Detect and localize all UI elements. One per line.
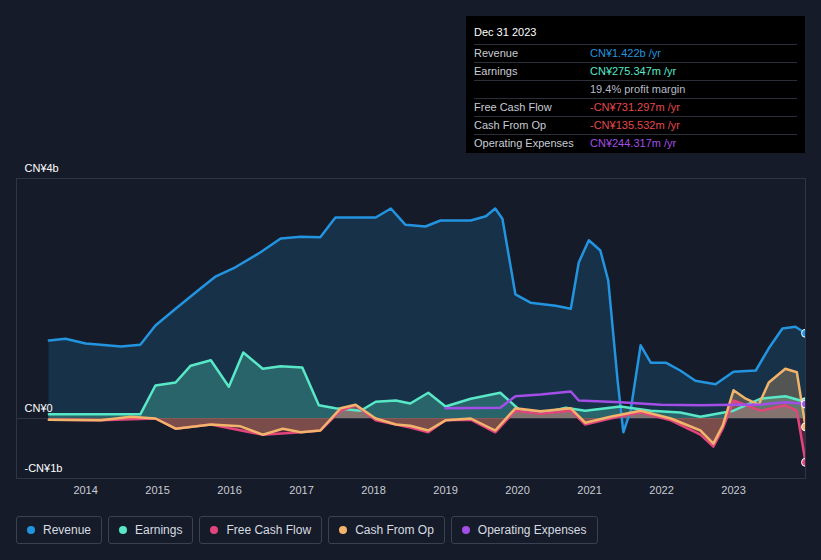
html-text:CN¥1.422b /yr: CN¥1.422b /yr <box>590 47 661 59</box>
html-text:Dec 31 2023: Dec 31 2023 <box>474 26 537 38</box>
html-text:-CN¥731.297m /yr: -CN¥731.297m /yr <box>590 101 680 113</box>
svg-text:-CN¥1b: -CN¥1b <box>25 462 63 474</box>
html-text:Revenue: Revenue <box>474 47 518 59</box>
html-text:19.4% profit margin: 19.4% profit margin <box>590 83 686 95</box>
html-text:Earnings: Earnings <box>135 523 183 537</box>
svg-text:2015: 2015 <box>145 484 169 496</box>
html-text:Cash From Op: Cash From Op <box>355 523 434 537</box>
html-text:Free Cash Flow: Free Cash Flow <box>226 523 312 537</box>
svg-text:2021: 2021 <box>577 484 601 496</box>
html-text:Operating Expenses: Operating Expenses <box>477 523 587 537</box>
html-text:Cash From Op: Cash From Op <box>474 119 547 131</box>
svg-text:2018: 2018 <box>361 484 385 496</box>
svg-text:2019: 2019 <box>433 484 457 496</box>
html-text:CN¥275.347m /yr: CN¥275.347m /yr <box>590 65 677 77</box>
svg-text:2020: 2020 <box>505 484 529 496</box>
svg-text:2016: 2016 <box>217 484 241 496</box>
svg-text:2017: 2017 <box>289 484 313 496</box>
html-text:Operating Expenses: Operating Expenses <box>474 137 574 149</box>
html-text:Free Cash Flow: Free Cash Flow <box>474 101 552 113</box>
svg-text:CN¥4b: CN¥4b <box>25 162 59 174</box>
svg-text:CN¥0: CN¥0 <box>25 402 53 414</box>
html-text:-CN¥135.532m /yr: -CN¥135.532m /yr <box>590 119 680 131</box>
html-text:Revenue: Revenue <box>43 523 91 537</box>
svg-text:2022: 2022 <box>649 484 673 496</box>
html-text:Earnings: Earnings <box>474 65 518 77</box>
svg-text:2023: 2023 <box>721 484 745 496</box>
html-text:CN¥244.317m /yr: CN¥244.317m /yr <box>590 137 677 149</box>
svg-text:2014: 2014 <box>73 484 97 496</box>
